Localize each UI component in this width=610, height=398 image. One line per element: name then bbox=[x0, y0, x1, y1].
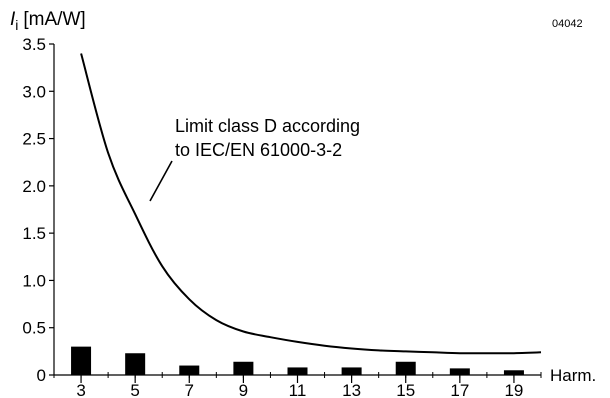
y-tick-label: 0 bbox=[37, 366, 46, 385]
y-axis-unit: [mA/W] bbox=[23, 9, 85, 30]
y-tick-label: 1.0 bbox=[22, 271, 46, 290]
annotation-leader-line bbox=[149, 160, 173, 202]
bar-harm-7 bbox=[179, 365, 200, 375]
x-tick-label: 17 bbox=[450, 381, 469, 398]
y-axis-subscript: i bbox=[15, 17, 18, 33]
bar-harm-3 bbox=[71, 346, 92, 375]
y-tick-label: 3.0 bbox=[22, 82, 46, 101]
x-tick-label: 11 bbox=[289, 381, 307, 398]
bar-harm-5 bbox=[125, 353, 146, 375]
bar-harm-11 bbox=[287, 367, 308, 375]
bar-harm-13 bbox=[341, 367, 362, 375]
figure-id: 04042 bbox=[552, 18, 583, 30]
x-tick-label: 7 bbox=[185, 381, 194, 398]
x-ticks: 3 5 7 9 11 13 15 17 19 bbox=[53, 372, 542, 398]
x-tick-label: 9 bbox=[239, 381, 248, 398]
y-tick-label: 2.0 bbox=[22, 177, 46, 196]
bar-harm-17 bbox=[449, 368, 470, 375]
annotation-line-2: to IEC/EN 61000-3-2 bbox=[175, 140, 342, 160]
x-tick-label: 3 bbox=[76, 381, 85, 398]
y-tick-label: 1.5 bbox=[22, 224, 46, 243]
bar-series bbox=[71, 346, 524, 375]
y-tick-label: 0.5 bbox=[22, 319, 46, 338]
limit-curve-class-d bbox=[80, 53, 542, 355]
y-tick-label: 2.5 bbox=[22, 130, 46, 149]
y-ticks: 0 0.5 1.0 1.5 2.0 2.5 3.0 3.5 bbox=[22, 35, 54, 385]
bar-harm-9 bbox=[233, 361, 254, 375]
x-tick-label: 13 bbox=[342, 381, 361, 398]
x-tick-label: 19 bbox=[504, 381, 523, 398]
x-tick-label: 15 bbox=[396, 381, 415, 398]
x-tick-label: 5 bbox=[130, 381, 139, 398]
x-axis-label: Harm. bbox=[550, 366, 596, 385]
y-tick-label: 3.5 bbox=[22, 35, 46, 54]
bar-harm-19 bbox=[503, 370, 524, 375]
y-axis-label: Ii [mA/W] bbox=[10, 9, 86, 33]
y-axis-symbol: I bbox=[10, 9, 16, 30]
annotation-line-1: Limit class D according bbox=[175, 116, 360, 136]
bar-harm-15 bbox=[395, 361, 416, 375]
